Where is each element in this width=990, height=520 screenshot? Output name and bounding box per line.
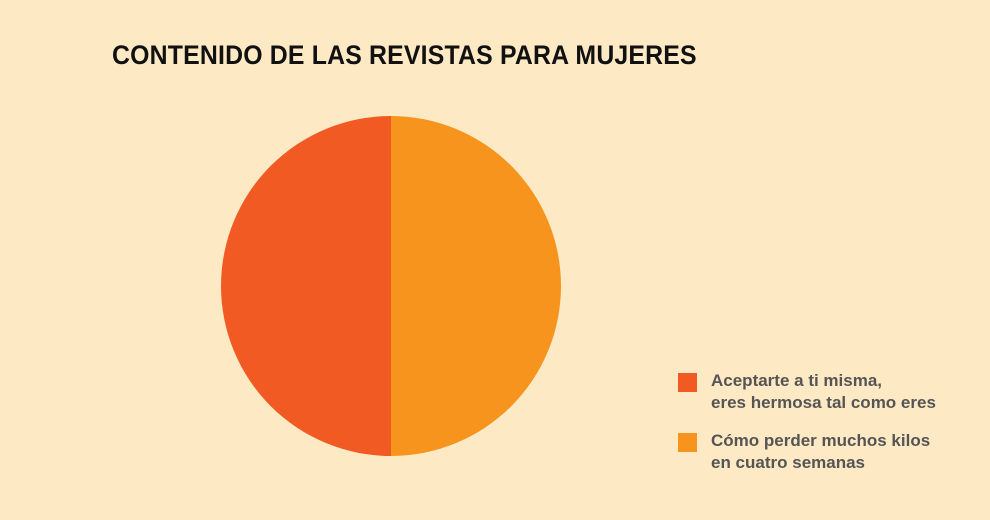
- legend-label-line: Cómo perder muchos kilos: [711, 431, 931, 450]
- legend: Aceptarte a ti misma, eres hermosa tal c…: [678, 370, 978, 490]
- legend-label-line: eres hermosa tal como eres: [711, 393, 936, 412]
- legend-label-line: Aceptarte a ti misma,: [711, 371, 883, 390]
- pie-slice-lose-weight: [391, 116, 561, 456]
- legend-label-lose-weight: Cómo perder muchos kilos en cuatro seman…: [711, 430, 930, 474]
- chart-title: CONTENIDO DE LAS REVISTAS PARA MUJERES: [112, 40, 697, 70]
- legend-item-lose-weight: Cómo perder muchos kilos en cuatro seman…: [678, 430, 978, 474]
- legend-item-accept-yourself: Aceptarte a ti misma, eres hermosa tal c…: [678, 370, 978, 414]
- legend-swatch-lose-weight: [678, 433, 697, 452]
- legend-label-accept-yourself: Aceptarte a ti misma, eres hermosa tal c…: [711, 370, 936, 414]
- pie-slice-accept-yourself: [221, 116, 391, 456]
- legend-label-line: en cuatro semanas: [711, 453, 866, 472]
- legend-swatch-accept-yourself: [678, 373, 697, 392]
- pie-slices: [221, 116, 561, 456]
